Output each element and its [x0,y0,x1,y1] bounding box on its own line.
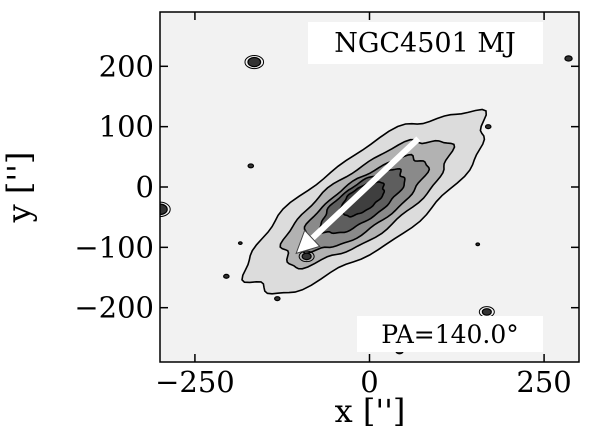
point-source-9 [223,273,230,279]
point-source-contour-1 [244,55,265,70]
x-axis-label: x [''] [335,392,406,430]
position-angle-arrow [295,136,421,255]
point-source-7 [484,124,492,130]
point-source-1 [247,56,262,68]
point-source-8 [247,163,255,169]
point-source-6 [481,308,492,316]
title-box [308,22,543,64]
point-source-10 [274,296,281,302]
point-source-contour-3 [298,250,315,263]
y-tick-label: −200 [74,291,154,325]
point-source-12 [475,242,481,247]
y-tick-label: 100 [99,110,154,144]
y-axis-ticks: 200 100 0 −100 −200 [74,49,579,325]
x-tick-label: 0 [360,365,378,399]
chart-title: NGC4501 MJ [334,28,516,59]
point-source-13 [237,241,243,246]
arrow-head [295,229,321,255]
x-tick-label: −250 [155,365,235,399]
x-axis-ticks: −250 0 250 [155,12,572,399]
y-tick-label: 0 [136,170,154,204]
position-angle-label: PA=140.0° [381,320,519,349]
arrow-shaft [310,136,421,241]
point-source-3 [301,252,312,261]
y-axis-label: y [''] [0,152,38,224]
y-tick-label: 200 [99,49,154,83]
x-tick-label: 250 [516,365,571,399]
y-tick-label: −100 [74,230,154,264]
annotation-box [357,316,543,352]
point-source-5 [564,55,573,62]
